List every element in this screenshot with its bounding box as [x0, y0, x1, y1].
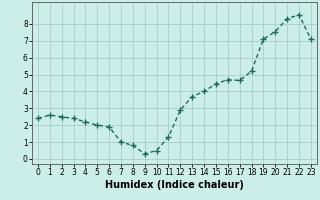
X-axis label: Humidex (Indice chaleur): Humidex (Indice chaleur) — [105, 180, 244, 190]
